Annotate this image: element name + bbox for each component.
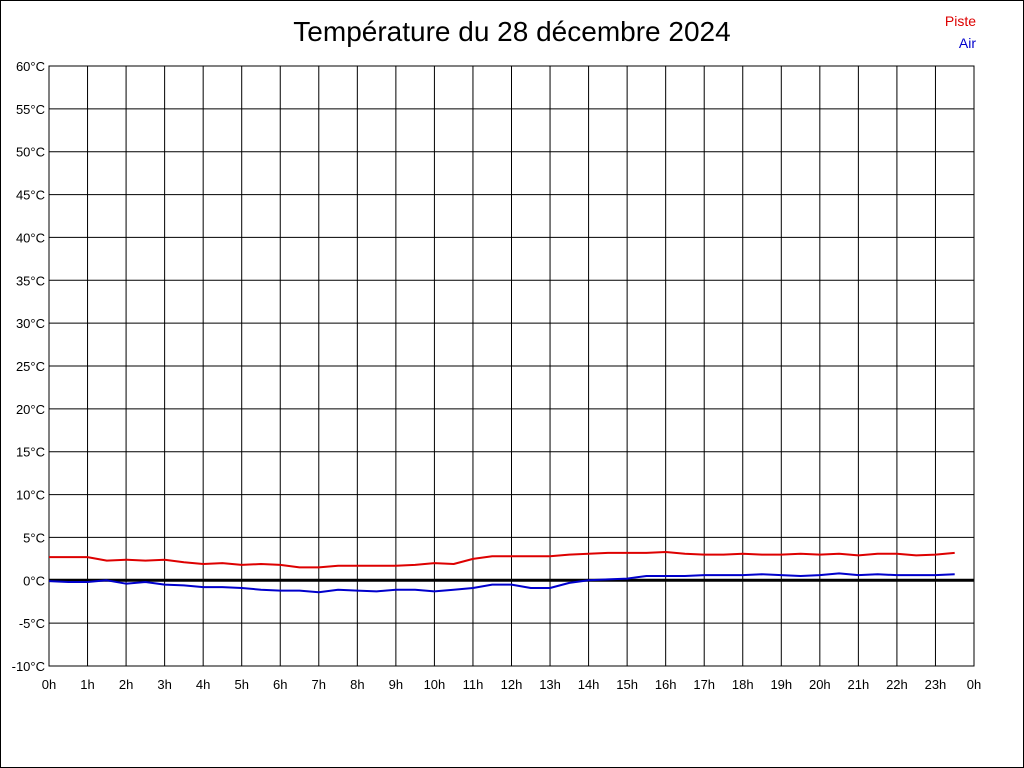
x-tick-label: 3h [157, 677, 171, 692]
y-tick-label: -5°C [19, 616, 45, 631]
y-tick-label: 45°C [16, 188, 45, 203]
x-tick-label: 14h [578, 677, 600, 692]
x-tick-label: 6h [273, 677, 287, 692]
x-tick-label: 0h [967, 677, 981, 692]
y-tick-label: 50°C [16, 145, 45, 160]
x-tick-label: 7h [312, 677, 326, 692]
x-tick-label: 8h [350, 677, 364, 692]
x-tick-label: 18h [732, 677, 754, 692]
y-tick-label: 55°C [16, 102, 45, 117]
x-tick-label: 11h [463, 677, 484, 692]
x-tick-label: 20h [809, 677, 831, 692]
series-line-air [48, 572, 955, 594]
x-tick-label: 15h [616, 677, 638, 692]
x-tick-label: 5h [234, 677, 248, 692]
series-line-piste [49, 551, 955, 569]
x-tick-label: 17h [693, 677, 715, 692]
x-tick-label: 4h [196, 677, 210, 692]
x-tick-label: 9h [389, 677, 403, 692]
x-tick-label: 1h [80, 677, 94, 692]
x-tick-label: 21h [848, 677, 870, 692]
x-tick-label: 10h [424, 677, 446, 692]
y-tick-label: -10°C [12, 659, 45, 674]
x-tick-label: 0h [42, 677, 56, 692]
legend-piste: Piste [944, 13, 976, 29]
y-tick-label: 60°C [16, 59, 45, 74]
y-tick-label: 35°C [16, 273, 45, 288]
x-tick-label: 23h [925, 677, 947, 692]
y-tick-label: 15°C [16, 445, 45, 460]
x-tick-label: 13h [539, 677, 561, 692]
legend-air: Air [958, 35, 976, 51]
x-tick-label: 12h [501, 677, 523, 692]
x-tick-label: 16h [655, 677, 677, 692]
y-tick-label: 40°C [16, 230, 45, 245]
x-tick-label: 22h [886, 677, 908, 692]
plot-border [48, 65, 975, 667]
y-tick-label: 0°C [23, 573, 45, 588]
y-tick-label: 25°C [16, 359, 45, 374]
chart-title: Température du 28 décembre 2024 [293, 16, 731, 47]
y-tick-label: 30°C [16, 316, 45, 331]
y-tick-label: 10°C [16, 488, 45, 503]
y-tick-label: 5°C [23, 530, 45, 545]
x-tick-label: 2h [119, 677, 133, 692]
x-tick-label: 19h [770, 677, 792, 692]
y-tick-label: 20°C [16, 402, 45, 417]
